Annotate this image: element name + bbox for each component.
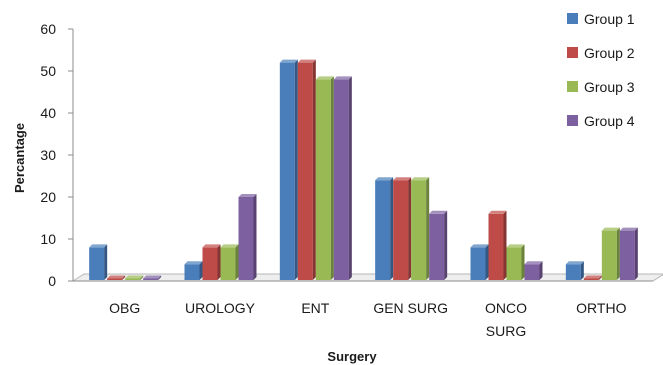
legend-swatch [567,13,578,24]
bar-group-2-onco-surg [488,210,507,280]
x-tick-label: ONCO [485,300,527,316]
bar-group-4-ent [333,76,352,281]
y-axis: 0 10 20 30 40 50 60 [40,21,74,289]
legend-label: Group 1 [584,11,635,27]
legend: Group 1 Group 2 Group 3 Group 4 [567,11,635,129]
bar-group-2-urology [202,244,221,280]
bar-group-3-ent [315,76,334,281]
x-tick-label: ORTHO [576,300,626,316]
y-tick-label: 0 [48,273,56,289]
bar-group-2-obg [107,275,126,280]
legend-swatch [567,115,578,126]
bar-group-4-ortho [619,227,638,280]
legend-swatch [567,81,578,92]
y-tick-label: 30 [40,147,56,163]
bar-group-3-urology [220,244,239,280]
x-tick-label: GEN SURG [373,300,448,316]
x-tick-label: OBG [109,300,140,316]
bar-group-4-gen-surg [429,210,448,280]
y-axis-title: Percantage [12,123,27,193]
x-tick-label: UROLOGY [185,300,256,316]
bar-group-1-onco-surg [470,244,489,280]
bar-group-3-gen-surg [411,177,430,280]
bar-group-1-gen-surg [375,177,394,280]
y-tick-label: 60 [40,21,56,37]
bar-group-2-gen-surg [393,177,412,280]
legend-label: Group 4 [584,113,635,129]
bar-group-2-ortho [583,275,602,280]
bar-group-4-obg [143,275,162,280]
bar-group-1-ent [279,59,298,280]
y-tick-label: 40 [40,105,56,121]
legend-swatch [567,47,578,58]
x-axis-title: Surgery [327,349,377,364]
y-tick-label: 20 [40,189,56,205]
y-tick-label: 50 [40,63,56,79]
y-tick-label: 10 [40,231,56,247]
x-axis: OBG UROLOGY ENT GEN SURG ONCO SURG ORTHO [109,300,626,339]
bar-group-1-urology [184,261,203,280]
bar-group-4-urology [238,194,257,280]
bars [89,59,638,281]
bar-group-2-ent [297,59,316,280]
x-tick-label: ENT [301,300,329,316]
bar-group-3-onco-surg [506,244,525,280]
bar-group-1-obg [89,244,108,280]
bar-group-3-obg [125,275,144,280]
bar-group-1-ortho [565,261,584,280]
x-tick-label: SURG [486,323,526,339]
legend-label: Group 3 [584,79,635,95]
bar-group-3-ortho [601,227,620,280]
legend-label: Group 2 [584,45,635,61]
bar-group-4-onco-surg [524,261,543,280]
